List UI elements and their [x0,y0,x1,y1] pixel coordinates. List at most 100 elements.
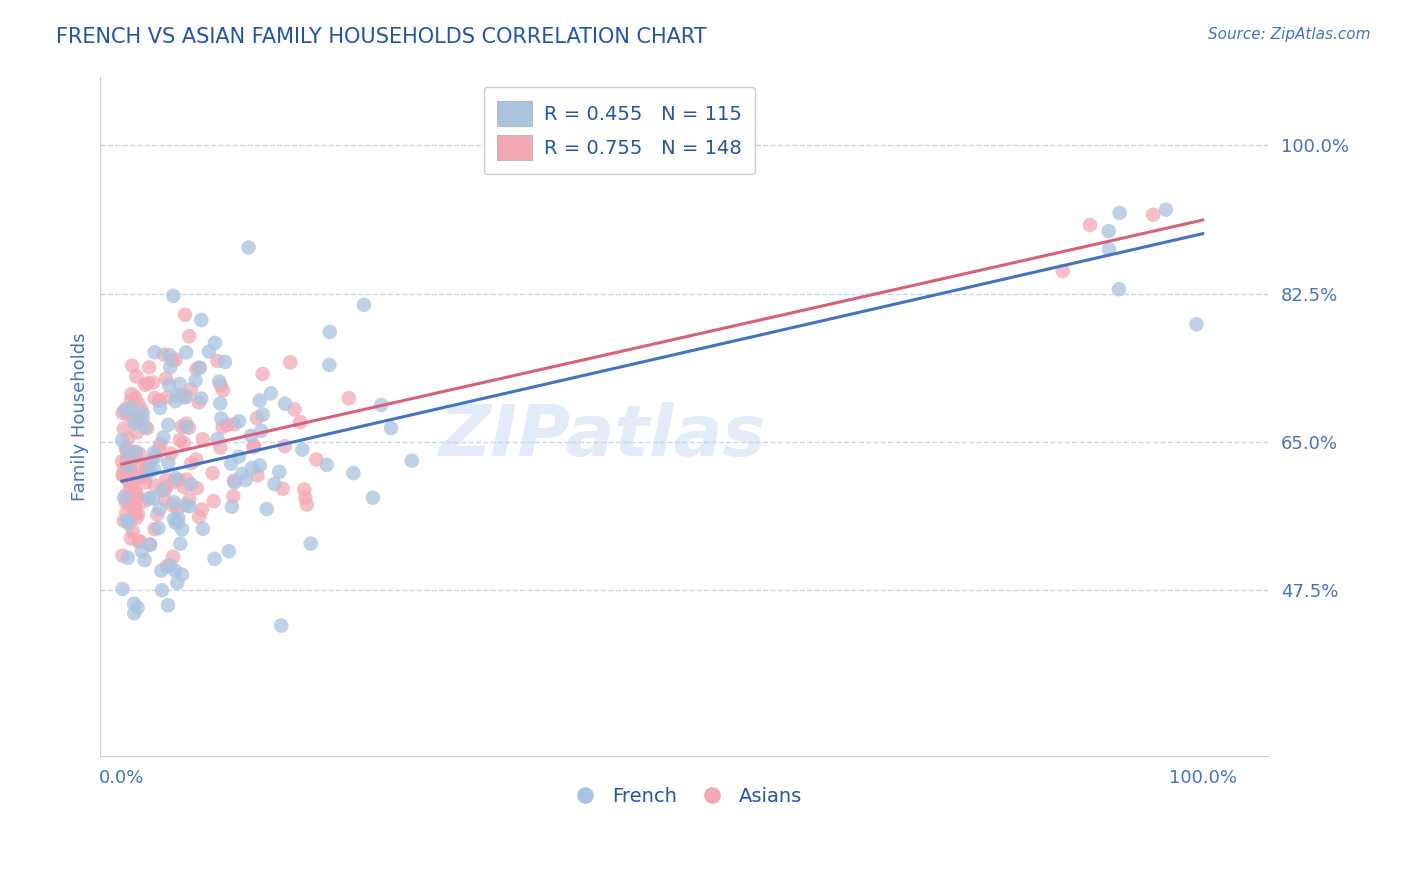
Point [127,396,149,410]
Text: Source: ZipAtlas.com: Source: ZipAtlas.com [1208,27,1371,42]
Point [138,360,160,375]
Point [120,447,142,461]
Point [159,558,181,573]
Point [187,395,209,409]
Point [174,308,197,322]
Point [117,431,139,445]
Point [114,404,136,418]
Point [124,417,146,431]
Point [167,473,190,487]
Point [162,499,184,513]
Point [239,429,262,443]
Point [166,502,188,516]
Point [118,462,141,476]
Point [190,392,212,406]
Point [136,421,159,435]
Point [132,470,155,484]
Point [127,491,149,505]
Point [115,488,138,502]
Point [134,494,156,508]
Point [290,415,312,429]
Point [122,503,145,517]
Point [125,445,148,459]
Point [150,483,173,497]
Point [209,411,232,425]
Point [342,466,364,480]
Point [111,454,134,468]
Point [155,472,177,486]
Point [111,549,134,563]
Point [291,442,314,457]
Point [173,390,195,404]
Point [170,567,193,582]
Point [112,467,135,482]
Point [191,502,214,516]
Point [240,461,263,475]
Point [125,510,148,524]
Point [1154,202,1177,217]
Point [270,618,292,632]
Point [179,492,201,507]
Point [204,552,226,566]
Point [149,437,172,451]
Point [292,483,315,497]
Point [131,544,153,558]
Point [305,452,328,467]
Legend: French, Asians: French, Asians [558,779,810,814]
Point [186,362,208,376]
Point [169,433,191,447]
Point [118,498,141,512]
Point [117,550,139,565]
Point [202,494,225,508]
Point [141,453,163,467]
Point [163,512,186,526]
Point [222,489,245,503]
Point [246,468,269,483]
Point [115,506,138,520]
Point [120,394,142,409]
Point [136,458,159,472]
Point [139,538,162,552]
Point [263,477,285,491]
Point [142,491,165,506]
Point [143,345,166,359]
Point [121,475,143,490]
Point [117,408,139,422]
Point [250,424,273,438]
Point [146,508,169,522]
Point [157,417,180,432]
Point [114,464,136,478]
Point [112,422,135,436]
Point [166,515,188,529]
Point [249,393,271,408]
Point [117,458,139,473]
Point [120,480,142,494]
Point [252,408,274,422]
Point [117,453,139,467]
Point [135,466,157,480]
Point [139,537,162,551]
Point [163,495,186,509]
Point [370,398,392,412]
Point [143,478,166,492]
Point [162,549,184,564]
Point [174,390,197,404]
Point [209,378,232,392]
Point [163,475,186,489]
Point [165,471,187,485]
Point [111,406,134,420]
Point [157,378,180,392]
Point [139,464,162,478]
Point [156,479,179,493]
Point [361,491,384,505]
Point [114,455,136,469]
Point [184,374,207,388]
Point [231,467,253,481]
Point [122,450,145,465]
Point [319,325,342,339]
Point [191,522,214,536]
Point [124,391,146,405]
Point [169,537,191,551]
Text: FRENCH VS ASIAN FAMILY HOUSEHOLDS CORRELATION CHART: FRENCH VS ASIAN FAMILY HOUSEHOLDS CORREL… [56,27,707,46]
Point [128,534,150,549]
